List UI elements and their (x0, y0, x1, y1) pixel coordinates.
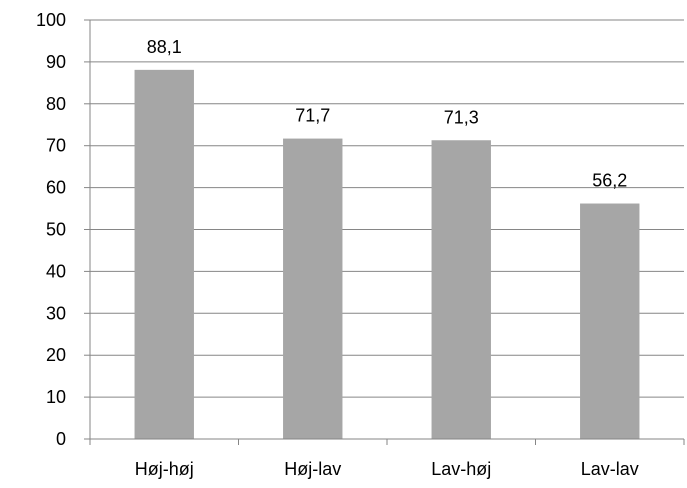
y-tick-label: 90 (46, 52, 66, 72)
y-tick-label: 60 (46, 178, 66, 198)
x-category-label: Høj-høj (135, 459, 194, 479)
bar-lav-høj (431, 140, 491, 440)
y-tick-label: 70 (46, 136, 66, 156)
y-tick-label: 40 (46, 261, 66, 281)
data-label: 71,3 (444, 107, 479, 127)
x-category-label: Lav-høj (431, 459, 491, 479)
bars (134, 69, 640, 440)
data-label: 88,1 (147, 37, 182, 57)
y-tick-label: 10 (46, 387, 66, 407)
bar-høj-høj (134, 69, 194, 440)
x-category-label: Høj-lav (284, 459, 341, 479)
y-tick-label: 0 (56, 429, 66, 449)
y-tick-label: 50 (46, 220, 66, 240)
bar-lav-lav (580, 203, 640, 439)
data-label: 56,2 (592, 171, 627, 191)
y-tick-label: 20 (46, 345, 66, 365)
x-category-label: Lav-lav (581, 459, 639, 479)
bar-høj-lav (283, 138, 343, 439)
y-tick-label: 30 (46, 303, 66, 323)
y-tick-label: 100 (36, 10, 66, 30)
axes (84, 19, 685, 445)
y-tick-label: 80 (46, 94, 66, 114)
labels: 0 10 20 30 40 50 60 70 80 90 100 88,1 Høj-høj 71,7 Høj… (36, 10, 639, 479)
data-label: 71,7 (295, 106, 330, 126)
